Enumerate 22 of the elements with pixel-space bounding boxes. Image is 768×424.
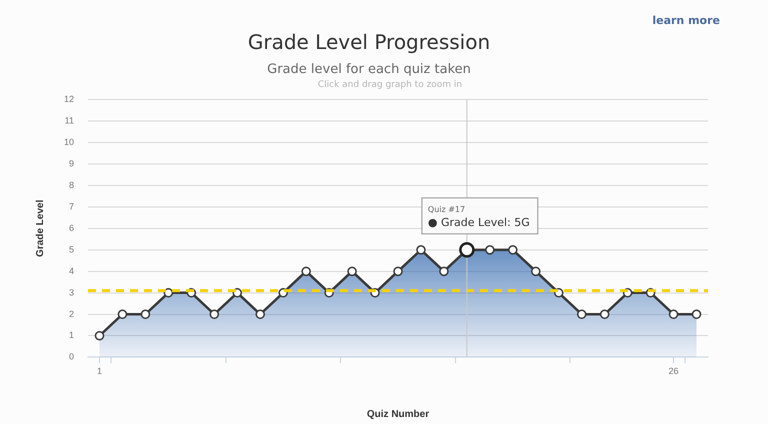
- y-tick-label: 2: [68, 308, 74, 319]
- y-tick-label: 9: [68, 158, 74, 168]
- y-tick-label: 8: [68, 180, 74, 190]
- y-tick-label: 12: [64, 94, 74, 104]
- y-axis-title: Grade Level: [34, 200, 46, 258]
- x-axis-title: Quiz Number: [366, 408, 430, 420]
- chart-subtitle: Grade level for each quiz taken: [267, 62, 471, 78]
- x-tick-label: 26: [668, 366, 679, 376]
- annotation: ● Grade Level: 5G: [428, 216, 530, 229]
- y-tick-label: 11: [64, 116, 74, 126]
- y-tick-label: 5: [68, 244, 74, 254]
- y-tick-label: 0: [68, 352, 74, 362]
- annotation: Quiz #17: [428, 204, 466, 214]
- y-tick-label: 10: [64, 137, 74, 148]
- chart-title: Grade Level Progression: [248, 30, 490, 54]
- text: Click and drag graph to zoom in: [316, 80, 464, 90]
- y-tick-label: 7: [68, 201, 74, 212]
- y-tick-label: 4: [68, 266, 74, 276]
- y-tick-label: 6: [68, 222, 74, 233]
- text: learn more: [652, 14, 720, 27]
- y-tick-label: 3: [68, 287, 74, 298]
- y-tick-label: 1: [68, 330, 74, 340]
